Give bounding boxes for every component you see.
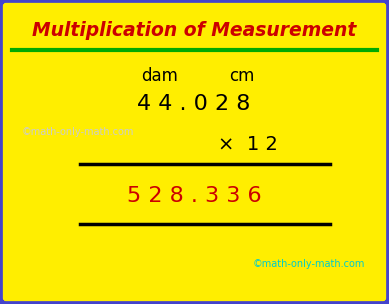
Text: dam: dam (142, 67, 179, 85)
Text: 5 2 8 . 3 3 6: 5 2 8 . 3 3 6 (127, 186, 261, 206)
Text: 4 4 . 0 2 8: 4 4 . 0 2 8 (137, 94, 251, 114)
Text: ×  1 2: × 1 2 (218, 134, 278, 154)
Text: ©math-only-math.com: ©math-only-math.com (252, 259, 365, 269)
Text: cm: cm (229, 67, 255, 85)
Text: ©math-only-math.com: ©math-only-math.com (22, 127, 134, 137)
Text: Multiplication of Measurement: Multiplication of Measurement (32, 22, 356, 40)
